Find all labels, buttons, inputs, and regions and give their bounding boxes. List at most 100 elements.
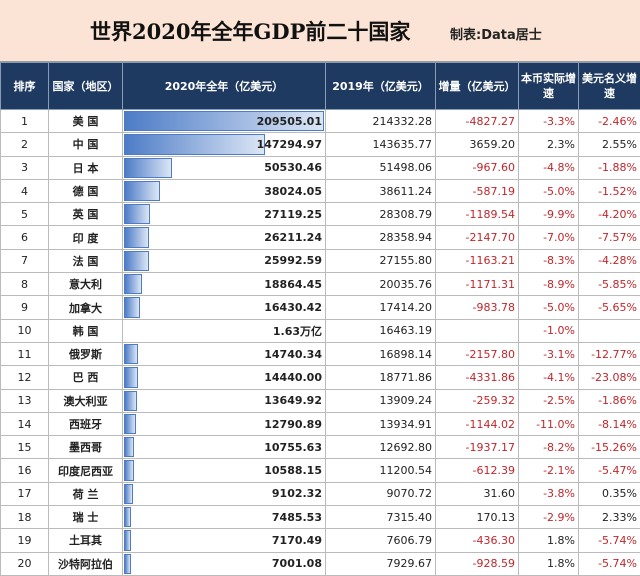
cell: -2147.70: [436, 226, 519, 249]
cell: -8.2%: [519, 436, 579, 459]
data-bar: [124, 554, 131, 574]
column-header: 国家（地区）: [49, 63, 123, 110]
cell: -1163.21: [436, 249, 519, 272]
cell-text: 1: [21, 115, 28, 128]
cell: 4: [1, 179, 49, 202]
cell-text: -5.0%: [543, 301, 575, 314]
cell: 16: [1, 459, 49, 482]
cell: 170.13: [436, 506, 519, 529]
cell: 韩 国: [49, 319, 123, 342]
cell-text: -967.60: [473, 161, 515, 174]
cell-text: 15: [18, 441, 32, 454]
cell: 27155.80: [326, 249, 436, 272]
cell-text: 10: [18, 324, 32, 337]
cell-text: -2.5%: [543, 394, 575, 407]
cell-text: 8: [21, 278, 28, 291]
cell-text: 5: [21, 208, 28, 221]
cell: -11.0%: [519, 412, 579, 435]
cell: 38024.05: [123, 179, 326, 202]
cell: [436, 319, 519, 342]
cell-text: 11: [18, 348, 32, 361]
cell-text: -1189.54: [466, 208, 515, 221]
cell: 俄罗斯: [49, 342, 123, 365]
cell: 印 度: [49, 226, 123, 249]
cell: 美 国: [49, 110, 123, 133]
cell-text: 214332.28: [373, 115, 433, 128]
cell: -4331.86: [436, 366, 519, 389]
cell-text: 2: [21, 138, 28, 151]
cell-text: -1937.17: [466, 441, 515, 454]
cell: -436.30: [436, 529, 519, 552]
cell: 2: [1, 133, 49, 156]
column-header: 增量（亿美元）: [436, 63, 519, 110]
cell: 38611.24: [326, 179, 436, 202]
cell: 28308.79: [326, 203, 436, 226]
cell-text: 英 国: [73, 208, 99, 221]
cell: -4.28%: [579, 249, 640, 272]
cell-text: 巴 西: [73, 371, 99, 384]
cell: 7315.40: [326, 506, 436, 529]
cell: 25992.59: [123, 249, 326, 272]
cell: 13909.24: [326, 389, 436, 412]
data-bar: [124, 530, 131, 550]
cell: 15: [1, 436, 49, 459]
cell: 3: [1, 156, 49, 179]
cell-text: 10755.63: [264, 441, 322, 454]
cell: 214332.28: [326, 110, 436, 133]
cell: 2.55%: [579, 133, 640, 156]
cell-text: 14440.00: [264, 371, 322, 384]
cell: 12692.80: [326, 436, 436, 459]
cell: 英 国: [49, 203, 123, 226]
cell: -7.0%: [519, 226, 579, 249]
cell: 10: [1, 319, 49, 342]
cell: -5.74%: [579, 529, 640, 552]
cell: 14: [1, 412, 49, 435]
cell: 27119.25: [123, 203, 326, 226]
data-bar: [124, 181, 160, 201]
cell-text: 1.63万亿: [273, 325, 322, 338]
cell: 9070.72: [326, 482, 436, 505]
cell-text: 7606.79: [387, 534, 433, 547]
data-bar: [124, 507, 131, 527]
cell-text: 印 度: [73, 232, 99, 245]
cell-text: 7315.40: [387, 511, 433, 524]
cell-text: 16: [18, 464, 32, 477]
cell: 31.60: [436, 482, 519, 505]
title-band: 世界2020年全年GDP前二十国家 制表:Data居士: [0, 0, 640, 62]
cell: 12: [1, 366, 49, 389]
cell-text: -8.3%: [543, 254, 575, 267]
cell-text: 14: [18, 418, 32, 431]
cell: 20: [1, 552, 49, 575]
cell-text: 12692.80: [380, 441, 433, 454]
cell-text: 澳大利亚: [64, 395, 108, 408]
cell-text: 4: [21, 185, 28, 198]
cell-text: -4.20%: [598, 208, 637, 221]
cell-text: 18864.45: [264, 278, 322, 291]
cell: -259.32: [436, 389, 519, 412]
cell-text: 12790.89: [264, 418, 322, 431]
cell: 加拿大: [49, 296, 123, 319]
cell: -4827.27: [436, 110, 519, 133]
cell-text: 26211.24: [264, 231, 322, 244]
cell: -2157.80: [436, 342, 519, 365]
cell-text: -5.0%: [543, 185, 575, 198]
cell-text: 7001.08: [272, 557, 322, 570]
cell: 沙特阿拉伯: [49, 552, 123, 575]
cell-text: 7: [21, 254, 28, 267]
cell: 土耳其: [49, 529, 123, 552]
cell: 5: [1, 203, 49, 226]
cell: 12790.89: [123, 412, 326, 435]
cell: 荷 兰: [49, 482, 123, 505]
cell: 7001.08: [123, 552, 326, 575]
cell: 20035.76: [326, 273, 436, 296]
cell-text: -587.19: [473, 185, 515, 198]
cell-text: -4.1%: [543, 371, 575, 384]
cell-text: -2.9%: [543, 511, 575, 524]
data-bar: [124, 344, 138, 364]
cell: 中 国: [49, 133, 123, 156]
